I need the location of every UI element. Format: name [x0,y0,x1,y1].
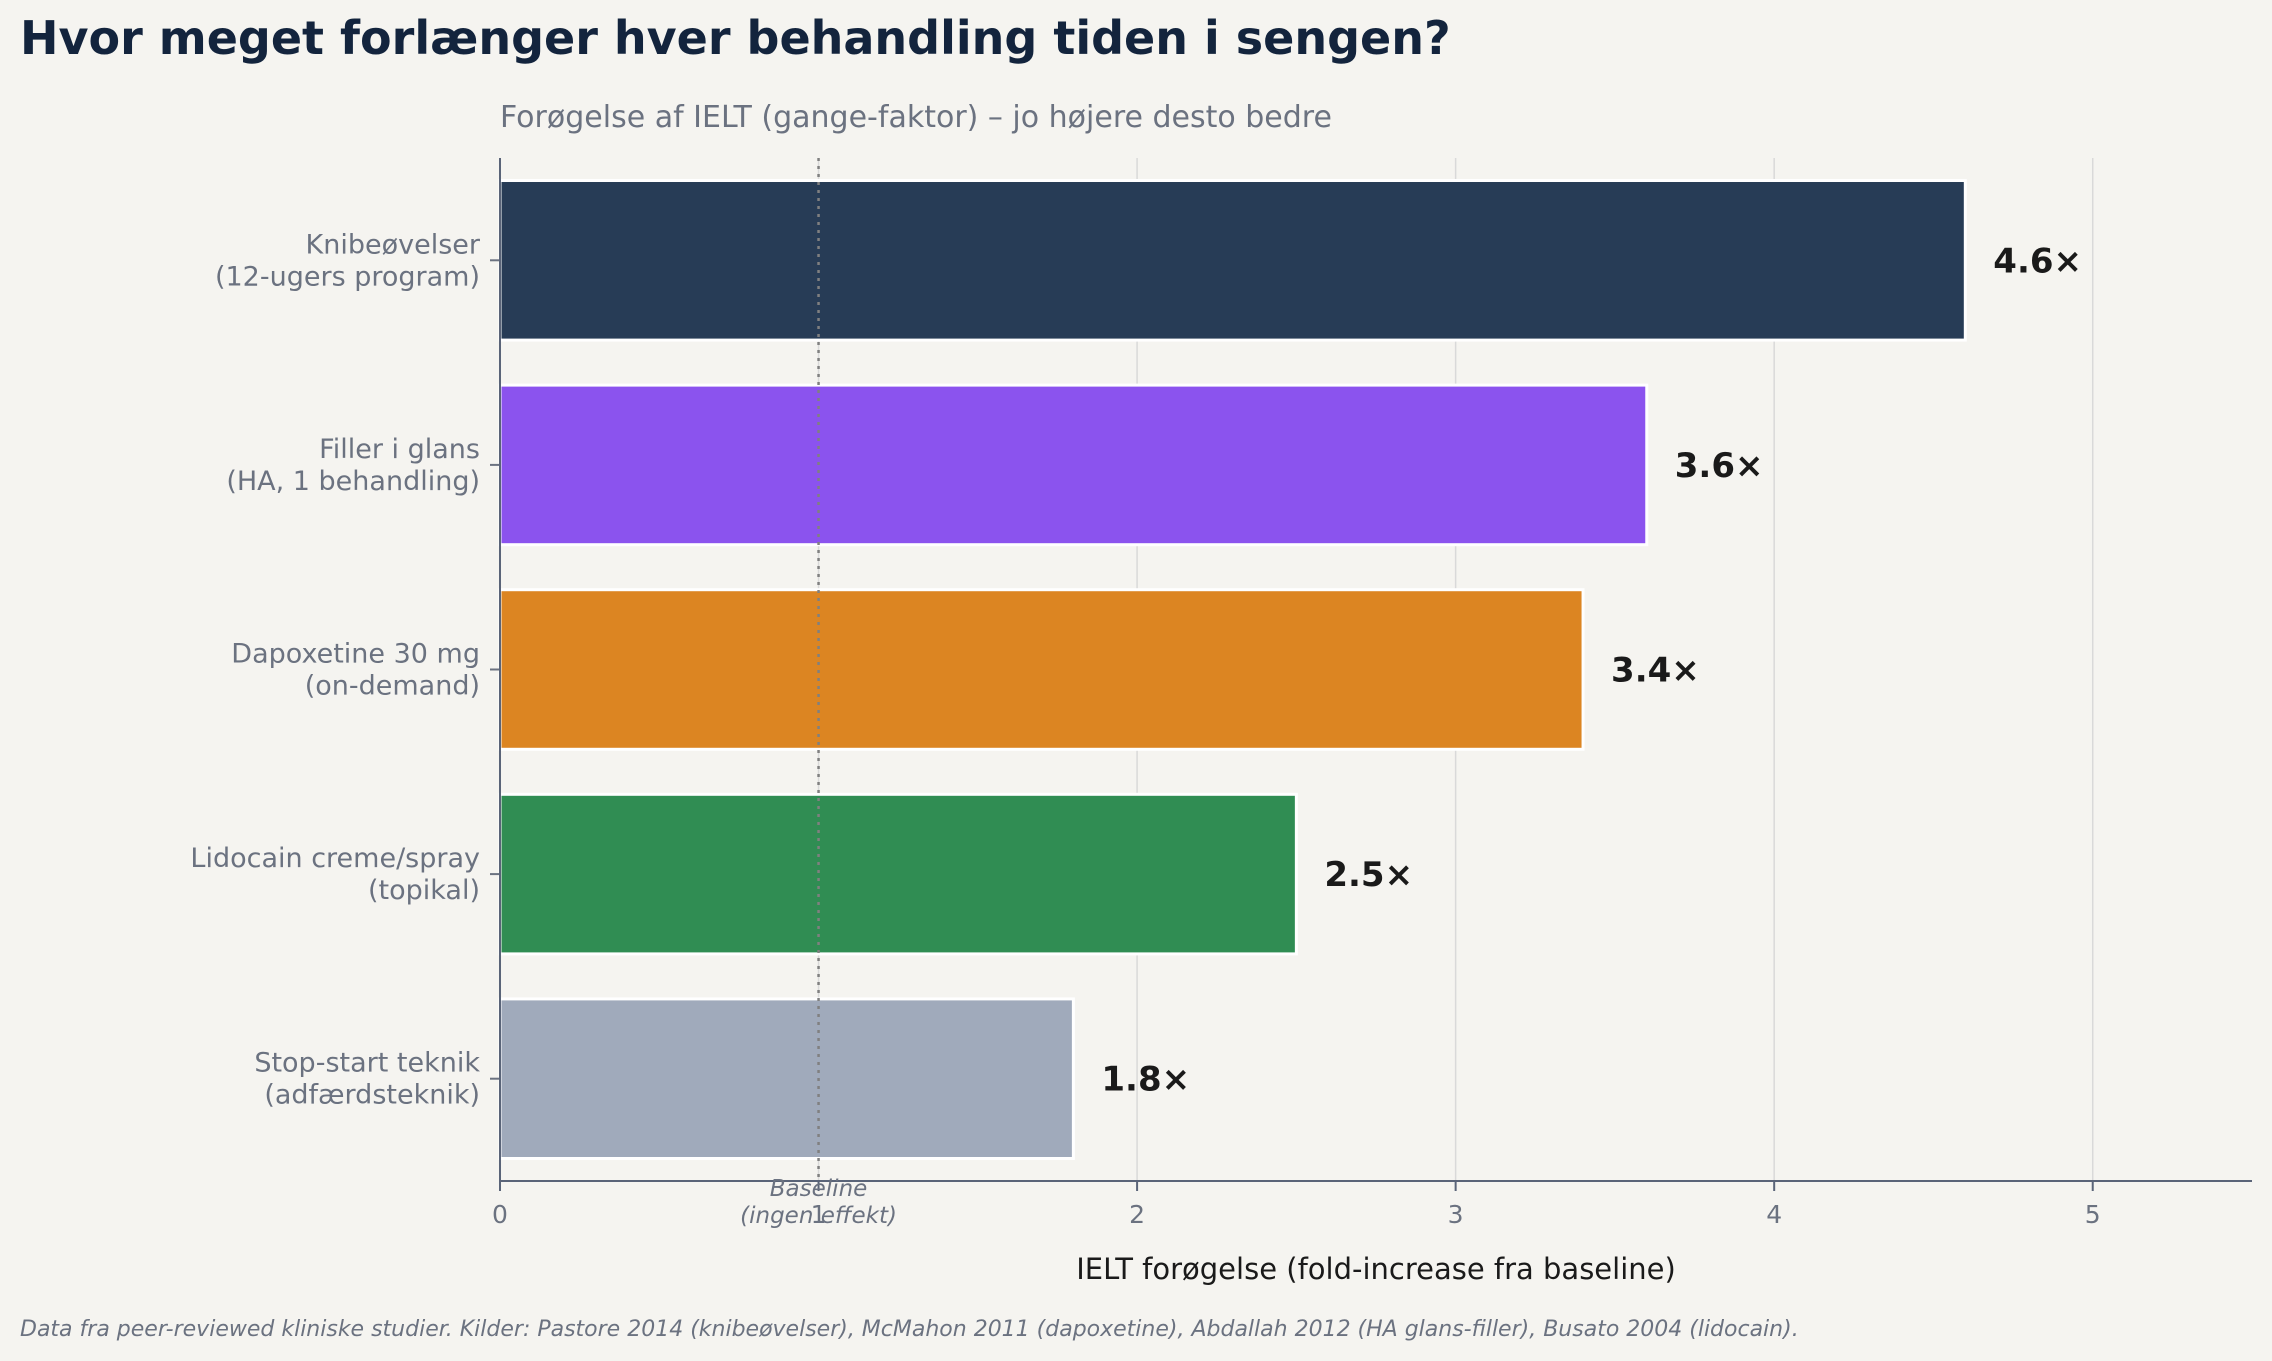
bar-4 [498,997,1075,1160]
category-label-4: Stop-start teknik (adfærdsteknik) [254,1048,480,1111]
value-label-1: 3.6× [1675,446,1764,486]
value-label-0: 4.6× [1993,241,2082,281]
labels: 4.6× Knibeøvelser (12-ugers program) 3.6× Fi… [190,229,2100,1229]
category-label-2: Dapoxetine 30 mg (on-demand) [231,639,480,702]
chart-title: Hvor meget forlænger hver behandling tid… [20,11,1451,65]
x-tick-label-3: 3 [1448,1200,1464,1229]
x-tick-label-1: 1 [811,1200,827,1229]
x-tick-label-5: 5 [2085,1200,2101,1229]
baseline-label: Baseline (ingen effekt) [740,1176,897,1229]
x-tick-label-0: 0 [492,1200,508,1229]
bar-3 [498,792,1298,956]
bar-2 [498,588,1585,751]
category-label-3: Lidocain creme/spray (topikal) [190,843,480,906]
value-label-4: 1.8× [1101,1060,1190,1100]
category-label-1: Filler i glans (HA, 1 behandling) [226,434,480,497]
bars [498,179,1967,1160]
bar-1 [498,383,1649,547]
value-label-3: 2.5× [1324,855,1413,895]
bar-0 [498,179,1967,342]
x-tick-label-4: 4 [1766,1200,1782,1229]
value-label-2: 3.4× [1611,651,1700,691]
x-axis-label: IELT forøgelse (fold-increase fra baseli… [1076,1252,1676,1286]
category-label-0: Knibeøvelser (12-ugers program) [215,229,481,292]
x-tick-label-2: 2 [1129,1200,1145,1229]
chart-subtitle: Forøgelse af IELT (gange-faktor) – jo hø… [500,100,1332,135]
axes [490,158,2252,1191]
footnote: Data fra peer-reviewed kliniske studier.… [20,1317,1799,1342]
